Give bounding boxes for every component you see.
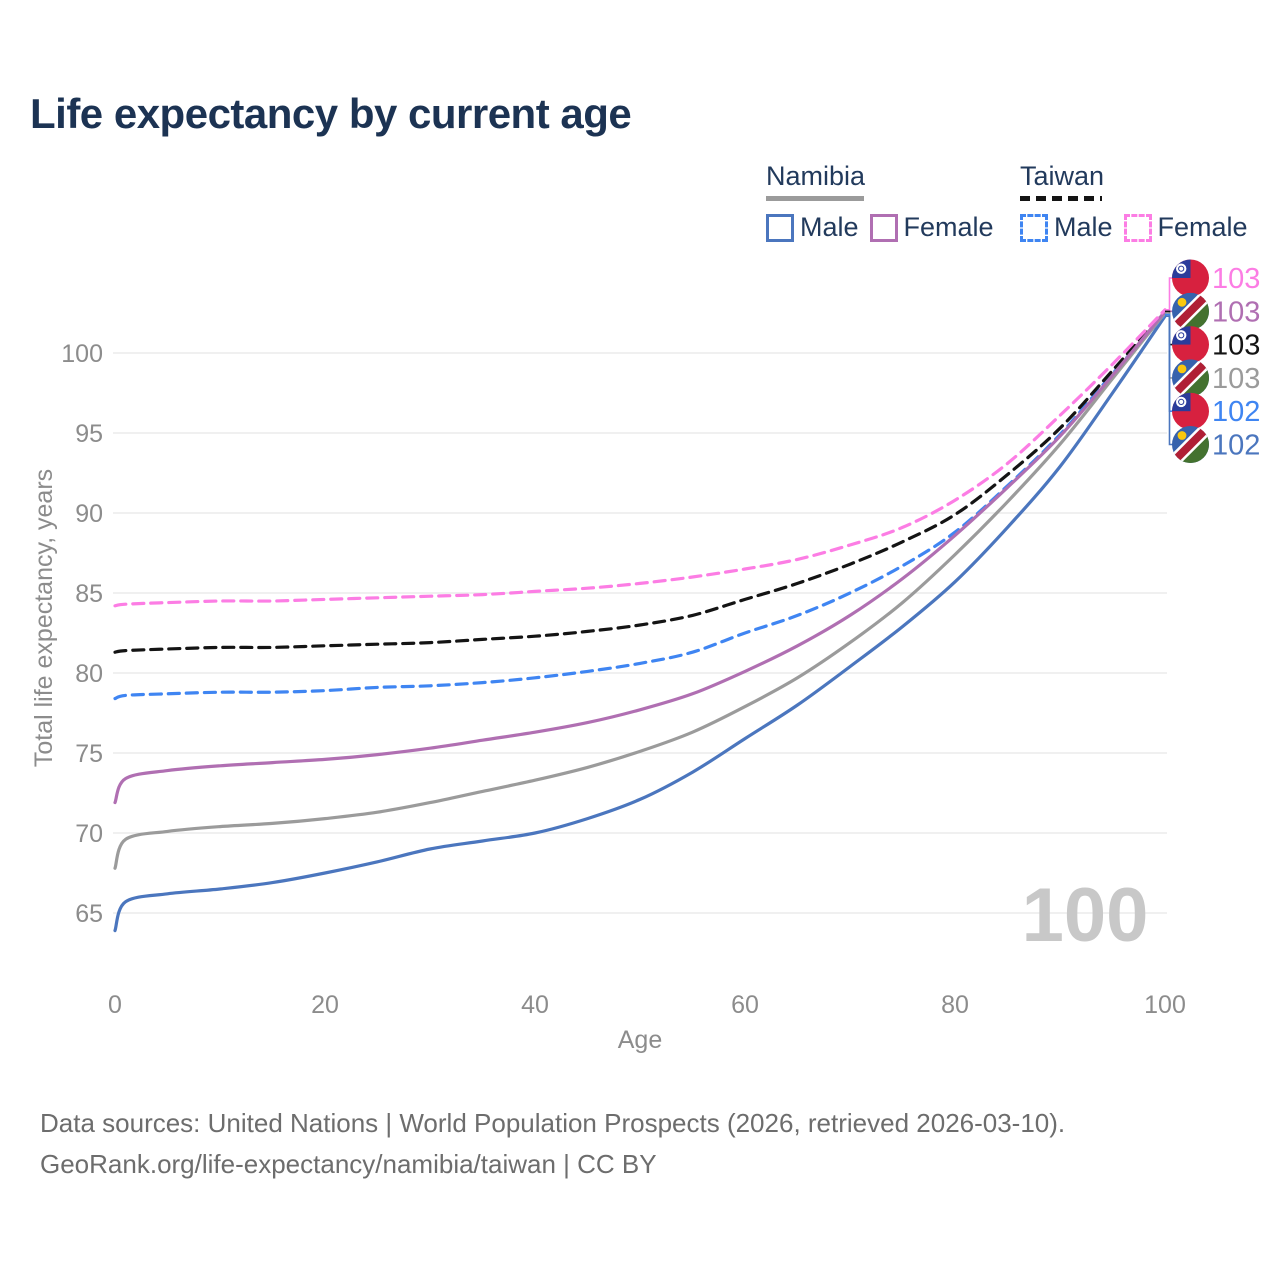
x-tick-80: 80: [941, 991, 969, 1019]
end-value-taiwan: 103: [1212, 330, 1260, 362]
flag-icon-taiwan: [1172, 326, 1209, 363]
watermark: 100: [1022, 873, 1149, 958]
end-value-taiwan-male: 102: [1212, 396, 1260, 428]
legend-label-namibia-female[interactable]: Female: [903, 212, 994, 242]
y-tick-70: 70: [75, 820, 103, 848]
y-tick-75: 75: [75, 740, 103, 768]
line-namibia-male[interactable]: [113, 314, 1167, 933]
flag-icon-taiwan: [1172, 260, 1209, 297]
legend-swatch-namibia-female[interactable]: [869, 213, 898, 242]
legend-label-namibia-male[interactable]: Male: [800, 212, 859, 242]
flag-icon-namibia: [1170, 291, 1211, 332]
x-tick-0: 0: [108, 991, 122, 1019]
legend-label-taiwan-male[interactable]: Male: [1054, 212, 1113, 242]
watermark-age-100: 100: [1022, 873, 1149, 958]
y-tick-80: 80: [75, 660, 103, 688]
x-tick-60: 60: [731, 991, 759, 1019]
y-tick-65: 65: [75, 900, 103, 928]
y-tick-85: 85: [75, 580, 103, 608]
line-taiwan[interactable]: [113, 309, 1167, 654]
flag-icon-namibia: [1170, 424, 1211, 465]
legend-country-taiwan: Taiwan: [1020, 161, 1105, 191]
line-taiwan-female[interactable]: [113, 308, 1167, 608]
y-axis-title: Total life expectancy, years: [30, 469, 58, 767]
line-taiwan-male[interactable]: [113, 313, 1167, 701]
legend-swatch-taiwan-male[interactable]: [1020, 213, 1048, 242]
axes: 65 70 75 80 85 90 95 100 0 20 40 60 80 100 Age Total li…: [30, 340, 1186, 1054]
footer: Data sources: United Nations | World Pop…: [40, 1103, 1065, 1185]
legend-swatch-taiwan-female[interactable]: [1123, 213, 1152, 242]
x-axis-title: Age: [618, 1026, 662, 1054]
gridlines: [113, 352, 1167, 914]
legend-group-namibia: Namibia Male Female: [766, 161, 1005, 243]
flag-icon-namibia: [1170, 357, 1211, 398]
footer-sources: Data sources: United Nations | World Pop…: [40, 1108, 1066, 1138]
end-value-namibia-female: 103: [1212, 296, 1260, 328]
series-lines: [113, 308, 1167, 933]
legend-country-namibia: Namibia: [766, 161, 866, 191]
end-value-namibia: 103: [1212, 363, 1260, 395]
page-title: Life expectancy by current age: [30, 90, 632, 137]
end-value-namibia-male: 102: [1212, 430, 1260, 462]
legend-underline-namibia-solid: [766, 196, 864, 201]
y-tick-95: 95: [75, 420, 103, 448]
x-tick-100: 100: [1144, 991, 1186, 1019]
flag-icon-taiwan: [1172, 393, 1209, 430]
end-value-taiwan-female: 103: [1212, 263, 1260, 295]
legend-group-taiwan: Taiwan Male Female: [1020, 161, 1259, 243]
x-tick-20: 20: [311, 991, 339, 1019]
x-tick-40: 40: [521, 991, 549, 1019]
legend-label-taiwan-female[interactable]: Female: [1157, 212, 1248, 242]
y-tick-100: 100: [61, 340, 103, 368]
legend-swatch-namibia-male[interactable]: [766, 213, 794, 242]
y-tick-90: 90: [75, 500, 103, 528]
footer-url: GeoRank.org/life-expectancy/namibia/taiw…: [40, 1149, 657, 1179]
line-namibia-female[interactable]: [113, 309, 1167, 805]
legend-underline-taiwan-dashed: [1020, 196, 1102, 201]
line-namibia[interactable]: [113, 311, 1167, 870]
